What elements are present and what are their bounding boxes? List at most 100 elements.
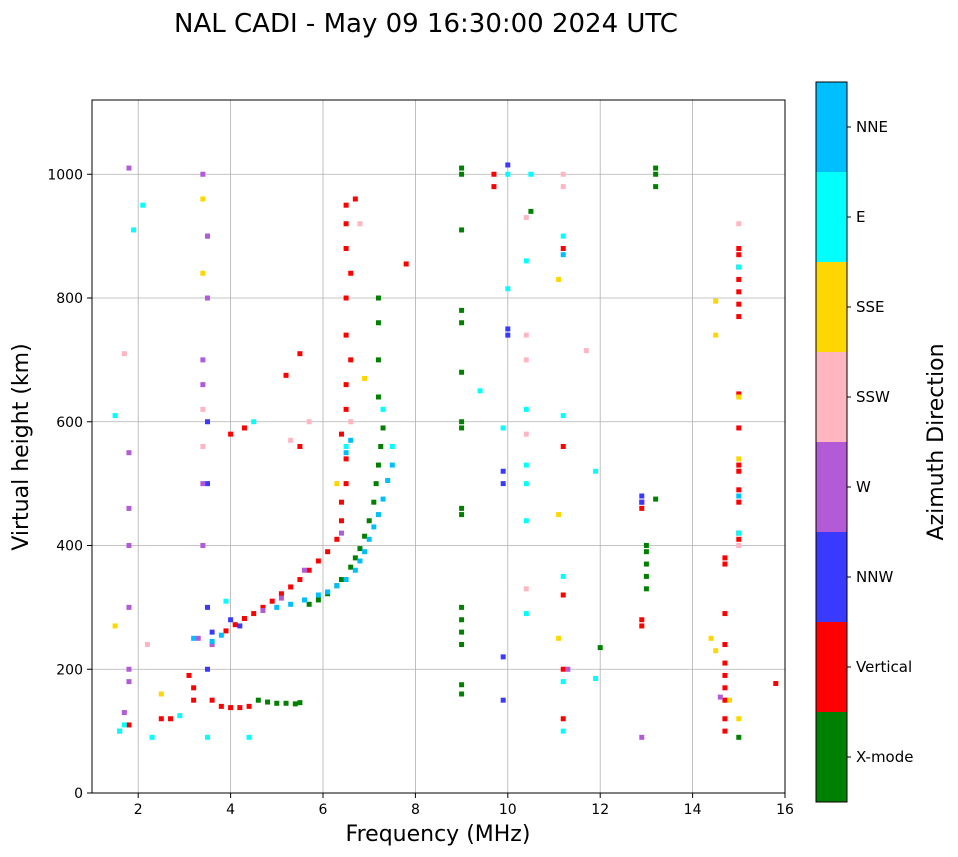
y-axis-ticks: 0 200 400 600 800 1000 (47, 167, 92, 802)
y-tick-label: 600 (56, 415, 83, 431)
data-point-vertical (218, 703, 224, 709)
data-point-x-mode (357, 546, 363, 552)
y-axis-label: Virtual height (km) (9, 343, 34, 550)
data-point-e (560, 233, 566, 239)
data-point-vertical (722, 555, 728, 561)
data-point-vertical (722, 728, 728, 734)
data-point-nne (191, 635, 197, 641)
data-point-vertical (343, 382, 349, 388)
x-tick-label: 4 (226, 802, 235, 818)
chart-title: NAL CADI - May 09 16:30:00 2024 UTC (174, 9, 678, 39)
data-point-vertical (403, 261, 409, 267)
data-point-sse (556, 512, 562, 518)
data-point-w (717, 694, 723, 700)
data-point-sse (112, 623, 118, 629)
data-point-vertical (343, 295, 349, 301)
data-point-w (565, 666, 571, 672)
data-point-vertical (736, 499, 742, 505)
data-point-ssw (560, 184, 566, 190)
x-tick-label: 2 (134, 802, 143, 818)
data-point-x-mode (366, 518, 372, 524)
data-point-nnw (228, 617, 234, 623)
data-point-w (209, 642, 215, 647)
data-point-x-mode (459, 320, 465, 326)
data-point-vertical (191, 697, 197, 703)
data-point-x-mode (292, 701, 298, 707)
data-point-ssw (200, 406, 206, 412)
data-point-x-mode (653, 496, 659, 502)
data-point-x-mode (380, 425, 386, 431)
data-point-nnw (639, 493, 645, 499)
data-point-x-mode (255, 697, 261, 703)
data-point-sse (736, 456, 742, 462)
data-point-vertical (491, 184, 497, 190)
data-point-vertical (209, 697, 215, 703)
data-point-e (500, 425, 506, 431)
data-point-vertical (260, 604, 266, 610)
data-point-w (195, 635, 201, 641)
data-point-x-mode (653, 184, 659, 190)
data-point-nne (218, 632, 224, 638)
data-point-nne (315, 592, 321, 598)
data-point-w (126, 543, 132, 548)
data-point-x-mode (375, 320, 381, 326)
data-point-x-mode (375, 357, 381, 363)
data-point-w (302, 567, 308, 573)
data-point-vertical (283, 372, 289, 378)
data-point-vertical (773, 680, 779, 686)
data-point-x-mode (362, 533, 368, 539)
data-point-e (117, 728, 123, 734)
data-point-vertical (288, 584, 294, 590)
data-point-vertical (343, 456, 349, 462)
data-point-vertical (325, 549, 331, 555)
data-point-ssw (357, 221, 363, 227)
data-point-vertical (348, 357, 354, 363)
data-point-ssw (144, 642, 150, 647)
data-point-nnw (500, 697, 506, 703)
data-point-vertical (736, 468, 742, 474)
data-point-x-mode (459, 227, 465, 233)
data-point-e (505, 171, 511, 177)
data-point-x-mode (459, 617, 465, 623)
colorbar: X-mode Vertical NNW W SSW SSE E NNE (815, 81, 913, 803)
data-point-e (593, 468, 599, 474)
data-point-nne (343, 450, 349, 456)
data-point-w (126, 666, 132, 672)
data-point-x-mode (373, 481, 379, 487)
data-point-nnw (205, 666, 210, 672)
colorbar-tick-label: X-mode (856, 748, 913, 766)
data-point-x-mode (375, 295, 381, 301)
data-point-w (338, 530, 344, 536)
data-point-nnw (205, 419, 210, 425)
data-point-e (389, 444, 395, 449)
data-point-vertical (736, 487, 742, 493)
data-point-nnw (205, 481, 210, 487)
data-point-x-mode (459, 604, 465, 610)
data-point-vertical (246, 703, 252, 709)
data-point-vertical (639, 623, 645, 629)
data-point-e (223, 598, 229, 604)
data-point-w (205, 233, 210, 239)
data-point-nne (209, 638, 215, 644)
data-point-x-mode (653, 165, 659, 171)
data-point-nnw (500, 654, 506, 660)
data-point-nne (385, 478, 391, 484)
data-point-vertical (343, 406, 349, 412)
data-point-ssw (736, 221, 742, 227)
data-point-ssw (348, 419, 354, 425)
colorbar-frame (815, 81, 848, 803)
data-point-e (528, 171, 534, 177)
data-point-ssw (560, 171, 566, 177)
data-point-nne (357, 558, 363, 564)
data-point-nnw (505, 332, 511, 338)
data-point-vertical (168, 716, 174, 722)
data-point-vertical (237, 705, 243, 711)
data-point-w (260, 607, 266, 613)
data-point-nne (736, 493, 742, 499)
x-tick-label: 12 (591, 802, 609, 818)
data-point-vertical (338, 431, 344, 437)
data-point-x-mode (265, 699, 271, 705)
data-point-e (205, 734, 210, 740)
data-point-sse (713, 648, 719, 654)
